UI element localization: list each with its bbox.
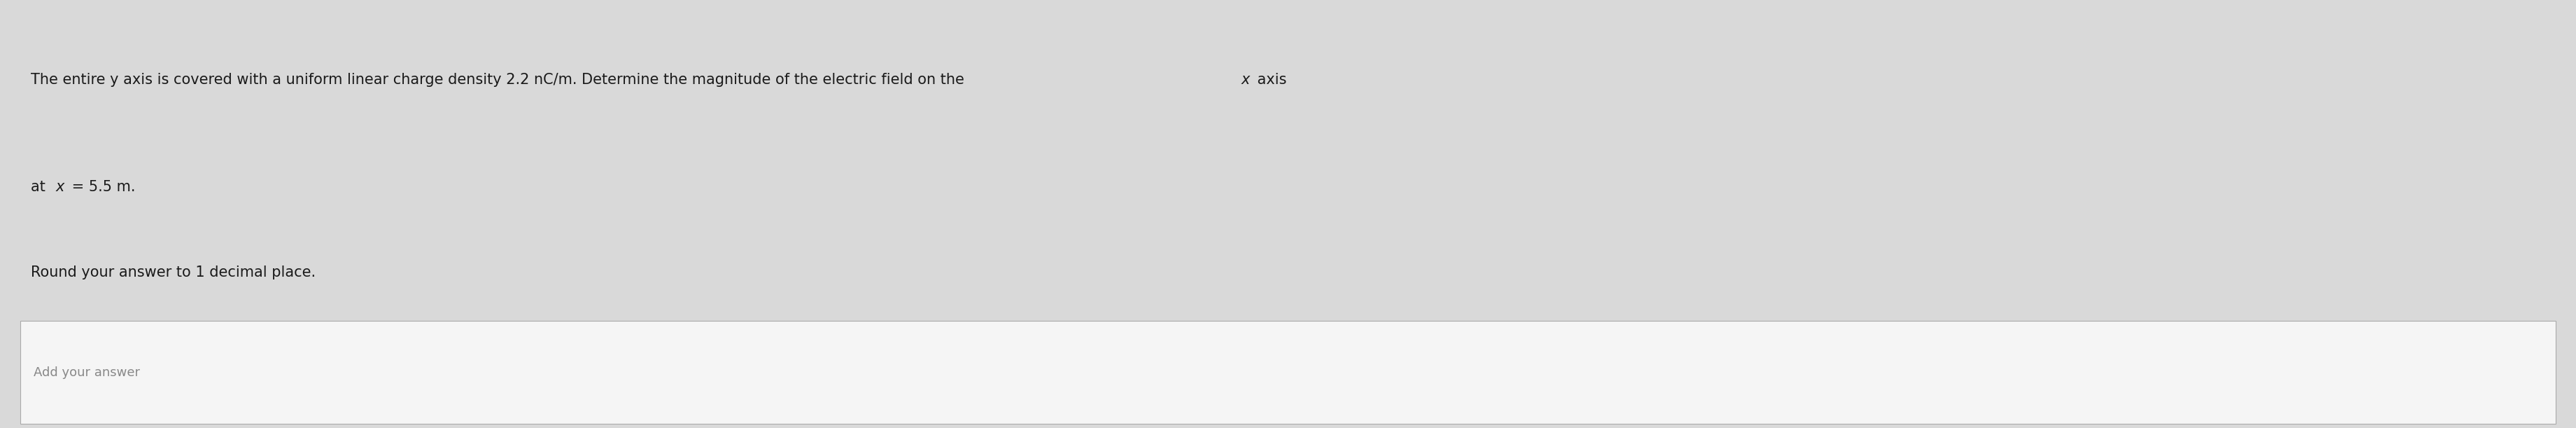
Text: = 5.5 m.: = 5.5 m.: [67, 180, 134, 194]
FancyBboxPatch shape: [21, 321, 2555, 424]
Text: x: x: [1242, 73, 1249, 87]
Text: Add your answer: Add your answer: [33, 366, 139, 379]
Text: axis: axis: [1252, 73, 1285, 87]
Text: The entire y axis is covered with a uniform linear charge density 2.2 nC/m. Dete: The entire y axis is covered with a unif…: [31, 73, 969, 87]
Text: x: x: [57, 180, 64, 194]
Text: at: at: [31, 180, 49, 194]
Text: Round your answer to 1 decimal place.: Round your answer to 1 decimal place.: [31, 265, 317, 279]
